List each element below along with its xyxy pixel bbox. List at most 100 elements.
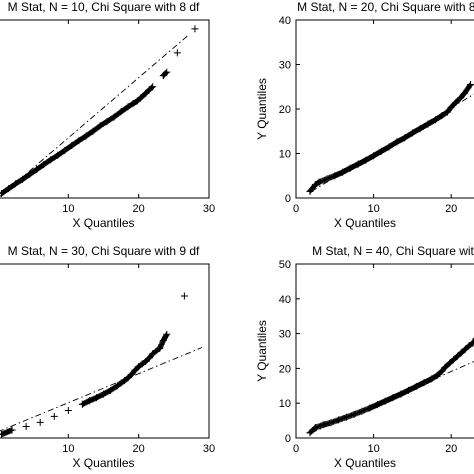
data-point: [142, 89, 150, 97]
data-point: [124, 103, 132, 111]
data-point: [306, 429, 314, 437]
x-tick-label: 20: [445, 443, 457, 455]
quantile-band: [0, 332, 170, 438]
x-tick-label: 10: [367, 443, 379, 455]
data-point: [191, 25, 199, 33]
data-point: [467, 81, 474, 89]
data-point: [401, 134, 409, 142]
data-point: [124, 374, 132, 382]
data-point: [377, 147, 385, 155]
data-point: [0, 190, 6, 198]
data-point: [420, 379, 428, 387]
x-tick-label: 10: [367, 203, 379, 215]
data-point: [131, 366, 139, 374]
data-point: [346, 164, 354, 172]
x-tick-label: 10: [62, 443, 74, 455]
data-point: [107, 386, 115, 394]
data-point: [323, 175, 331, 183]
data-point: [40, 161, 48, 169]
data-point: [133, 97, 141, 105]
data-point: [96, 122, 104, 130]
data-point: [362, 156, 370, 164]
data-point: [366, 404, 374, 412]
data-point: [450, 356, 458, 364]
data-point: [311, 424, 319, 432]
data-point: [68, 141, 76, 149]
data-point: [78, 400, 86, 408]
y-axis-label: Y Quantiles: [255, 320, 269, 382]
data-point: [110, 113, 118, 121]
data-point: [354, 160, 362, 168]
x-tick-label: 30: [203, 203, 215, 215]
data-point: [385, 143, 393, 151]
plot-area: [0, 25, 199, 198]
data-point: [145, 354, 153, 362]
data-point: [416, 125, 424, 133]
chart-title: M Stat, N = 30, Chi Square with 9 df: [8, 244, 200, 258]
data-point: [22, 423, 30, 431]
data-point: [103, 117, 111, 125]
y-tick-label: 40: [279, 294, 291, 306]
y-tick-label: 0: [285, 433, 291, 445]
data-point: [149, 350, 157, 358]
data-point: [149, 83, 157, 91]
quantile-band: [307, 82, 473, 195]
quantile-band: [0, 70, 169, 197]
y-tick-label: 0: [285, 193, 291, 205]
reference-line: [0, 347, 203, 432]
data-point: [446, 359, 454, 367]
data-point: [424, 120, 432, 128]
data-point: [82, 132, 90, 140]
data-point: [26, 170, 34, 178]
x-axis-label: X Quantiles: [334, 456, 396, 470]
data-point: [92, 394, 100, 402]
data-point: [117, 379, 125, 387]
data-point: [443, 108, 451, 116]
data-point: [441, 363, 449, 371]
data-point: [306, 187, 314, 195]
x-axis-label: X Quantiles: [334, 216, 396, 230]
axes-frame: [295, 263, 474, 439]
data-point: [50, 412, 58, 420]
data-point: [129, 100, 137, 108]
x-tick-label: 30: [203, 443, 215, 455]
data-point: [61, 146, 69, 154]
data-point: [447, 103, 455, 111]
data-point: [469, 339, 474, 347]
y-tick-label: 50: [279, 259, 291, 271]
data-point: [465, 342, 473, 350]
data-point: [121, 377, 129, 385]
data-point: [350, 410, 358, 418]
data-point: [36, 418, 44, 426]
data-point: [373, 401, 381, 409]
data-point: [138, 360, 146, 368]
data-point: [311, 181, 319, 189]
x-axis-label: X Quantiles: [72, 216, 134, 230]
data-point: [438, 367, 446, 375]
data-point: [460, 89, 468, 97]
y-tick-label: 30: [279, 329, 291, 341]
data-point: [412, 382, 420, 390]
data-point: [433, 371, 441, 379]
data-point: [381, 397, 389, 405]
data-point: [163, 68, 171, 76]
y-tick-label: 30: [279, 60, 291, 72]
data-point: [137, 94, 145, 102]
data-point: [331, 172, 339, 180]
plot-area: [306, 337, 474, 437]
data-point: [145, 86, 153, 94]
data-point: [397, 390, 405, 398]
data-point: [370, 152, 378, 160]
data-point: [457, 94, 465, 102]
data-point: [432, 116, 440, 124]
x-tick-label: 20: [445, 203, 457, 215]
data-point: [5, 185, 13, 193]
data-point: [428, 375, 436, 383]
data-point: [89, 127, 97, 135]
data-point: [453, 352, 461, 360]
data-point: [319, 421, 327, 429]
data-point: [339, 168, 347, 176]
plot-panel-n30: M Stat, N = 30, Chi Square with 9 df 10 20…: [0, 244, 215, 470]
x-tick-label: 20: [133, 443, 145, 455]
data-point: [461, 345, 469, 353]
